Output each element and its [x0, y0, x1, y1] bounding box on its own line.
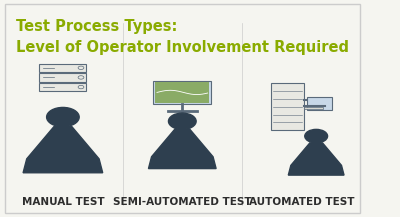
FancyBboxPatch shape — [153, 81, 211, 104]
FancyBboxPatch shape — [307, 97, 332, 110]
FancyBboxPatch shape — [39, 83, 86, 91]
Circle shape — [168, 113, 196, 129]
Polygon shape — [288, 143, 344, 175]
Circle shape — [305, 129, 328, 143]
Text: MANUAL TEST: MANUAL TEST — [22, 197, 104, 207]
FancyBboxPatch shape — [39, 73, 86, 82]
Polygon shape — [148, 129, 216, 169]
Text: Test Process Types:: Test Process Types: — [16, 18, 177, 34]
FancyBboxPatch shape — [39, 64, 86, 72]
Text: AUTOMATED TEST: AUTOMATED TEST — [249, 197, 354, 207]
Circle shape — [78, 76, 84, 79]
Circle shape — [78, 85, 84, 89]
Polygon shape — [23, 127, 103, 173]
FancyBboxPatch shape — [304, 107, 324, 109]
FancyBboxPatch shape — [271, 83, 304, 130]
Circle shape — [47, 107, 79, 127]
Text: SEMI-AUTOMATED TEST: SEMI-AUTOMATED TEST — [113, 197, 252, 207]
Circle shape — [78, 66, 84, 69]
Text: Level of Operator Involvement Required: Level of Operator Involvement Required — [16, 40, 349, 55]
FancyBboxPatch shape — [155, 82, 210, 103]
